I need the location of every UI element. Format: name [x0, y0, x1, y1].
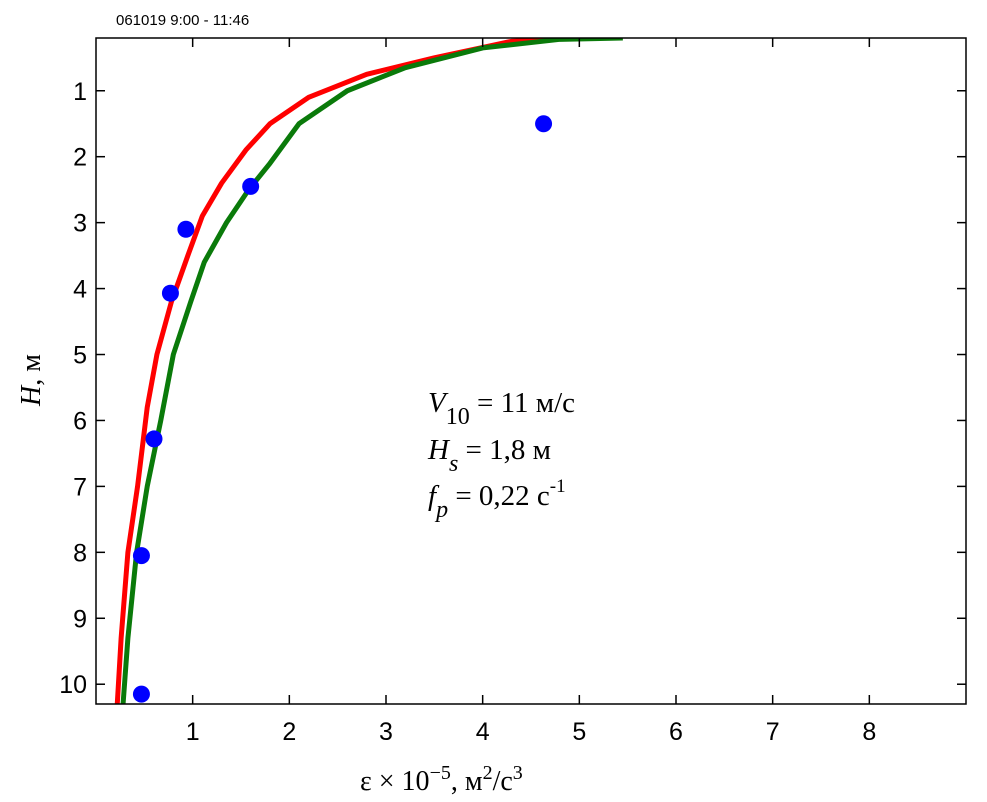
y-tick-label-4: 4 — [73, 276, 87, 304]
y-tick-label-7: 7 — [73, 473, 87, 501]
y-tick-label-3: 3 — [73, 210, 87, 238]
x-tick-label-7: 7 — [766, 718, 780, 746]
y-tick-label-5: 5 — [73, 342, 87, 370]
x-tick-label-1: 1 — [186, 718, 200, 746]
annotation-line1: V10 = 11 м/с — [428, 387, 575, 430]
x-tick-label-5: 5 — [572, 718, 586, 746]
data-point-5 — [132, 547, 150, 565]
annotation-line2: Hs = 1,8 м — [427, 434, 551, 477]
plot-frame — [95, 37, 967, 705]
series-line-1 — [120, 38, 623, 704]
x-tick-label-2: 2 — [282, 718, 296, 746]
x-axis-label: ε × 10−5, м2/с3 — [360, 762, 523, 797]
data-point-0 — [535, 115, 553, 133]
annotation-line3: fp = 0,22 с-1 — [428, 476, 566, 523]
y-tick-label-9: 9 — [73, 605, 87, 633]
x-tick-label-8: 8 — [862, 718, 876, 746]
y-tick-label-8: 8 — [73, 539, 87, 567]
x-tick-label-3: 3 — [379, 718, 393, 746]
series-line-0 — [114, 38, 580, 704]
data-point-6 — [132, 685, 150, 703]
y-tick-label-1: 1 — [73, 78, 87, 106]
y-tick-label-10: 10 — [59, 671, 87, 699]
x-tick-label-6: 6 — [669, 718, 683, 746]
y-axis-label: H, м — [16, 354, 47, 407]
y-tick-label-2: 2 — [73, 144, 87, 172]
header-caption: 061019 9:00 - 11:46 — [116, 12, 249, 29]
data-point-3 — [161, 284, 179, 302]
annotation: V10 = 11 м/с Hs = 1,8 м fp = 0,22 с-1 — [427, 387, 575, 523]
data-point-2 — [177, 220, 195, 238]
data-point-4 — [145, 430, 163, 448]
y-tick-label-6: 6 — [73, 407, 87, 435]
data-point-1 — [242, 177, 260, 195]
x-tick-label-4: 4 — [476, 718, 490, 746]
